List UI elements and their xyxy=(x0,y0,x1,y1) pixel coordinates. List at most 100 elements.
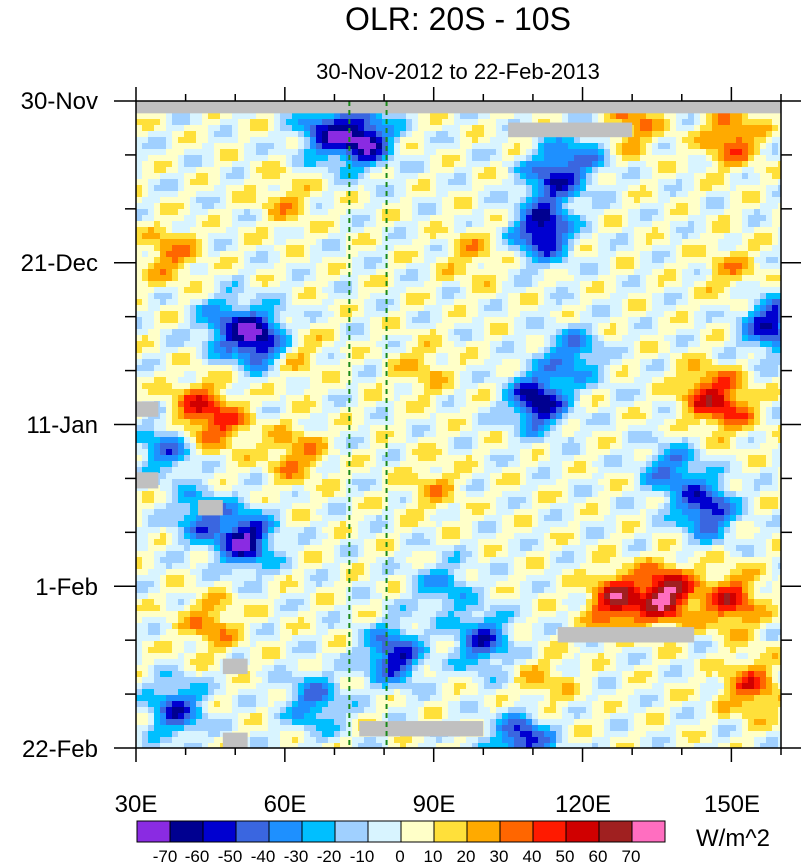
heatmap-cell xyxy=(334,371,341,378)
heatmap-cell xyxy=(394,203,401,210)
heatmap-cell xyxy=(586,323,593,330)
heatmap-cell xyxy=(688,161,695,168)
heatmap-cell xyxy=(268,119,275,126)
heatmap-cell xyxy=(370,329,377,336)
heatmap-cell xyxy=(328,179,335,186)
heatmap-cell xyxy=(736,335,743,342)
heatmap-cell xyxy=(616,323,623,330)
heatmap-cell xyxy=(238,371,245,378)
heatmap-cell xyxy=(508,167,515,174)
heatmap-cell xyxy=(358,131,365,138)
heatmap-cell xyxy=(742,341,749,348)
heatmap-cell xyxy=(574,305,581,312)
heatmap-cell xyxy=(508,287,515,294)
heatmap-cell xyxy=(682,275,689,282)
heatmap-cell xyxy=(466,281,473,288)
heatmap-cell xyxy=(196,215,203,222)
heatmap-cell xyxy=(586,353,593,360)
heatmap-cell xyxy=(412,221,419,228)
heatmap-cell xyxy=(490,275,497,282)
heatmap-cell xyxy=(472,341,479,348)
heatmap-cell xyxy=(598,317,605,324)
heatmap-cell xyxy=(760,305,767,312)
heatmap-cell xyxy=(592,341,599,348)
heatmap-cell xyxy=(610,341,617,348)
heatmap-cell xyxy=(580,353,587,360)
heatmap-cell xyxy=(196,341,203,348)
heatmap-cell xyxy=(532,263,539,270)
heatmap-cell xyxy=(418,155,425,162)
heatmap-cell xyxy=(562,347,569,354)
heatmap-cell xyxy=(466,137,473,144)
heatmap-cell xyxy=(718,119,725,126)
heatmap-cell xyxy=(466,353,473,360)
heatmap-cell xyxy=(280,113,287,120)
heatmap-cell xyxy=(304,293,311,300)
heatmap-cell xyxy=(508,185,515,192)
heatmap-cell xyxy=(394,143,401,150)
heatmap-cell xyxy=(520,293,527,300)
heatmap-cell xyxy=(358,125,365,132)
heatmap-cell xyxy=(442,305,449,312)
heatmap-cell xyxy=(718,227,725,234)
heatmap-cell xyxy=(724,251,731,258)
heatmap-cell xyxy=(484,233,491,240)
heatmap-cell xyxy=(712,287,719,294)
heatmap-cell xyxy=(178,245,185,252)
heatmap-cell xyxy=(286,113,293,120)
heatmap-cell xyxy=(274,281,281,288)
heatmap-cell xyxy=(610,299,617,306)
heatmap-cell xyxy=(430,233,437,240)
heatmap-cell xyxy=(424,227,431,234)
heatmap-cell xyxy=(766,173,773,180)
heatmap-cell xyxy=(268,239,275,246)
heatmap-cell xyxy=(634,257,641,264)
heatmap-cell xyxy=(400,191,407,198)
heatmap-cell xyxy=(322,209,329,216)
heatmap-cell xyxy=(250,371,257,378)
heatmap-cell xyxy=(730,215,737,222)
heatmap-cell xyxy=(190,305,197,312)
heatmap-cell xyxy=(418,125,425,132)
heatmap-cell xyxy=(256,119,263,126)
heatmap-cell xyxy=(370,275,377,282)
heatmap-cell xyxy=(196,257,203,264)
heatmap-cell xyxy=(484,311,491,318)
heatmap-cell xyxy=(640,191,647,198)
heatmap-cell xyxy=(508,203,515,210)
heatmap-cell xyxy=(370,215,377,222)
heatmap-cell xyxy=(526,167,533,174)
heatmap-cell xyxy=(628,335,635,342)
heatmap-cell xyxy=(340,311,347,318)
heatmap-cell xyxy=(280,227,287,234)
heatmap-cell xyxy=(682,215,689,222)
heatmap-cell xyxy=(466,203,473,210)
heatmap-cell xyxy=(502,179,509,186)
heatmap-cell xyxy=(718,275,725,282)
heatmap-cell xyxy=(358,155,365,162)
heatmap-cell xyxy=(700,329,707,336)
heatmap-cell xyxy=(328,257,335,264)
heatmap-cell xyxy=(256,245,263,252)
heatmap-cell xyxy=(706,167,713,174)
heatmap-cell xyxy=(274,215,281,222)
heatmap-cell xyxy=(184,371,191,378)
heatmap-cell xyxy=(712,197,719,204)
heatmap-cell xyxy=(388,179,395,186)
heatmap-cell xyxy=(256,137,263,144)
heatmap-cell xyxy=(730,347,737,354)
heatmap-cell xyxy=(178,275,185,282)
heatmap-cell xyxy=(454,257,461,264)
heatmap-cell xyxy=(502,341,509,348)
heatmap-cell xyxy=(544,227,551,234)
heatmap-cell xyxy=(526,347,533,354)
heatmap-cell xyxy=(472,227,479,234)
heatmap-cell xyxy=(622,305,629,312)
heatmap-cell xyxy=(652,299,659,306)
heatmap-cell xyxy=(550,113,557,120)
heatmap-cell xyxy=(688,347,695,354)
heatmap-cell xyxy=(208,299,215,306)
heatmap-cell xyxy=(694,215,701,222)
heatmap-cell xyxy=(766,329,773,336)
heatmap-cell xyxy=(694,221,701,228)
